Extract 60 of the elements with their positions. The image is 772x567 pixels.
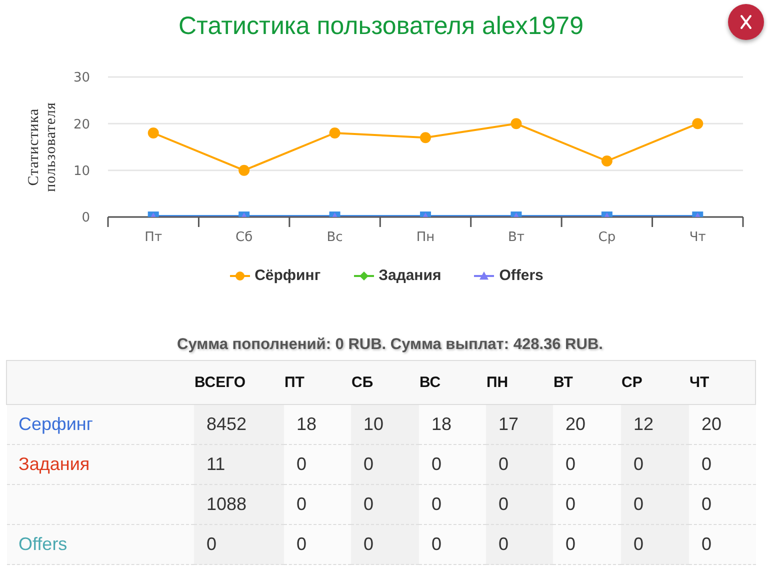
data-label: 20: [566, 414, 586, 434]
data-label: 0: [432, 454, 442, 474]
y-tick-label: 10: [73, 164, 90, 179]
data-label: 0: [364, 494, 374, 514]
data-label: 0: [634, 454, 644, 474]
x-tick-label: Пт: [144, 230, 162, 246]
x-tick-label: Вт: [508, 230, 525, 246]
data-label: 0: [702, 494, 712, 514]
x-tick-label: ЧТ: [690, 374, 710, 391]
data-label: 0: [566, 454, 576, 474]
data-label: 10: [364, 414, 384, 434]
x-tick-label: ПН: [486, 374, 508, 391]
data-label: 0: [364, 454, 374, 474]
legend-label: Offers: [499, 267, 544, 284]
data-label: 0: [296, 454, 307, 474]
data-label: 0: [702, 534, 712, 554]
data-label: 20: [702, 414, 722, 434]
x-tick-label: Сб: [236, 230, 253, 246]
data-label: 0: [566, 494, 576, 514]
x-tick-label: Чт: [689, 230, 706, 246]
data-label: 0: [296, 494, 307, 514]
data-label: 0: [498, 534, 509, 554]
data-label: 17: [498, 414, 519, 434]
data-label: 8452: [206, 414, 247, 434]
y-axis-title: Статистика пользователя: [26, 102, 59, 192]
legend-label: Задания: [378, 267, 442, 284]
chart-title: Сумма пополнений: 0 RUB. Сумма выплат: 428.36 RUB.: [177, 336, 603, 353]
y-tick-label: 0: [82, 210, 90, 226]
data-label: 0: [364, 534, 374, 554]
data-label: 0: [634, 534, 644, 554]
x-tick-label: СБ: [352, 374, 374, 391]
x-tick-label: Вс: [326, 230, 343, 246]
y-tick-label: 20: [73, 117, 90, 132]
y-tick-label: 30: [73, 70, 90, 86]
x-tick-label: ПТ: [284, 374, 304, 391]
x-tick-label: Ср: [598, 230, 616, 246]
data-label: 0: [498, 454, 509, 474]
y-tick-label: Задания: [18, 454, 90, 474]
data-label: 11: [206, 454, 226, 474]
data-label: 0: [432, 534, 442, 554]
data-label: 1088: [206, 494, 247, 514]
x-tick-label: ВСЕГО: [194, 374, 246, 391]
x-tick-label: ВС: [420, 374, 441, 391]
x-tick-label: Пн: [416, 230, 435, 246]
data-label: 0: [432, 494, 442, 514]
data-label: 0: [634, 494, 644, 514]
data-label: 18: [432, 414, 452, 434]
data-label: 0: [296, 534, 307, 554]
legend-label: Сёрфинг: [254, 267, 321, 284]
data-label: 0: [702, 454, 712, 474]
data-label: 18: [296, 414, 317, 434]
x-tick-label: ВТ: [554, 374, 573, 391]
y-tick-label: Серфинг: [18, 414, 93, 434]
x-tick-label: СР: [622, 374, 642, 391]
data-label: 0: [498, 494, 509, 514]
data-label: 12: [634, 414, 654, 434]
y-tick-label: Offers: [18, 534, 68, 554]
data-label: 0: [206, 534, 217, 554]
chart-title: Статистика пользователя alex1979: [178, 12, 584, 40]
data-label: 0: [566, 534, 576, 554]
